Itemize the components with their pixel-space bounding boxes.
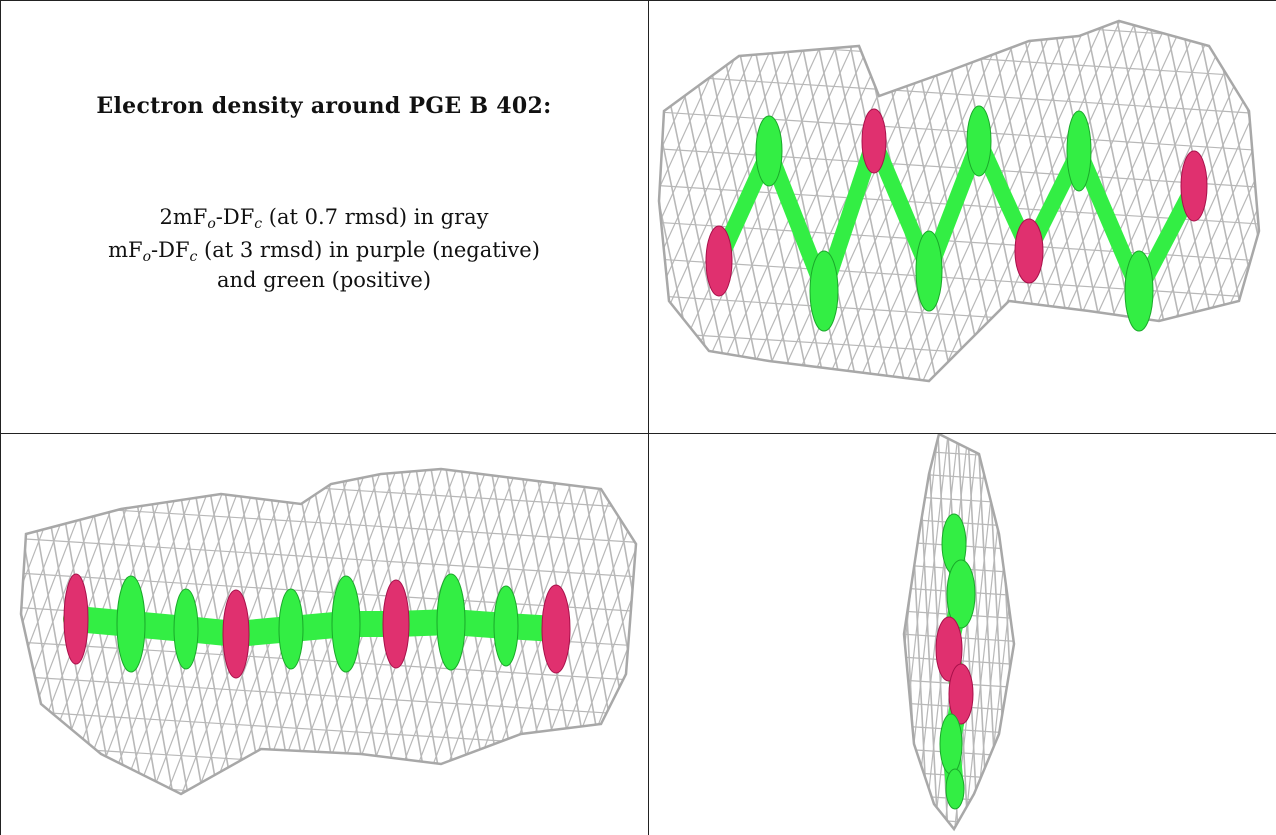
table-border-center [648, 0, 649, 835]
negative-blob [948, 663, 974, 725]
density-mesh-image-front [19, 467, 638, 796]
positive-blob [946, 559, 976, 629]
positive-blob [1124, 250, 1154, 332]
negative-blob [541, 584, 571, 674]
caption-line-gray: 2mFo-DFc (at 0.7 rmsd) in gray [0, 205, 648, 232]
positive-blob [173, 588, 199, 670]
negative-blob [382, 579, 410, 669]
positive-blob [278, 588, 304, 670]
positive-blob [116, 575, 146, 673]
density-view-bottom-right [649, 434, 1276, 835]
caption-line-gray-sub1: o [207, 216, 216, 232]
caption-title: Electron density around PGE B 402: [96, 93, 552, 119]
caption-line-diff-sub2: c [189, 249, 198, 265]
negative-blob [63, 573, 89, 665]
positive-blob [939, 713, 963, 775]
positive-blob [966, 105, 992, 177]
mesh-outline [902, 434, 1016, 832]
table-border-left [0, 0, 1, 835]
negative-blob [1180, 150, 1208, 222]
positive-blob [809, 250, 839, 332]
caption-line-difference: mFo-DFc (at 3 rmsd) in purple (negative) [0, 238, 648, 265]
caption-line-gray-pre: 2mF [159, 205, 208, 229]
positive-blob [1066, 110, 1092, 192]
positive-blob [945, 768, 965, 810]
density-view-bottom-left [1, 434, 648, 835]
density-mesh-image-end [902, 434, 1016, 832]
caption-line-diff-post: (at 3 rmsd) in purple (negative) [197, 238, 540, 262]
negative-blob [705, 225, 733, 297]
table-border-top [0, 0, 1276, 1]
caption-line-gray-post: (at 0.7 rmsd) in gray [262, 205, 489, 229]
mesh-outline [657, 19, 1261, 383]
caption-cell: Electron density around PGE B 402: 2mFo-… [0, 0, 648, 433]
caption-line-diff-sub1: o [142, 249, 152, 265]
caption-line-gray-sub2: c [254, 216, 263, 232]
positive-blob [436, 573, 466, 671]
negative-blob [861, 108, 887, 174]
positive-blob [493, 585, 519, 667]
mesh-outline [19, 467, 638, 796]
positive-blob [755, 115, 783, 187]
caption-line-diff-mid: -DF [151, 238, 190, 262]
positive-blob [915, 230, 943, 312]
caption-line-gray-mid: -DF [215, 205, 255, 229]
density-view-top-right [649, 1, 1276, 433]
table-border-middle [0, 433, 1276, 434]
caption-line-diff-pre: mF [108, 238, 143, 262]
density-mesh-image-side [657, 19, 1261, 383]
negative-blob [222, 589, 250, 679]
caption-line-positive: and green (positive) [216, 268, 432, 292]
negative-blob [935, 616, 963, 682]
positive-blob [331, 575, 361, 673]
negative-blob [1014, 218, 1044, 284]
